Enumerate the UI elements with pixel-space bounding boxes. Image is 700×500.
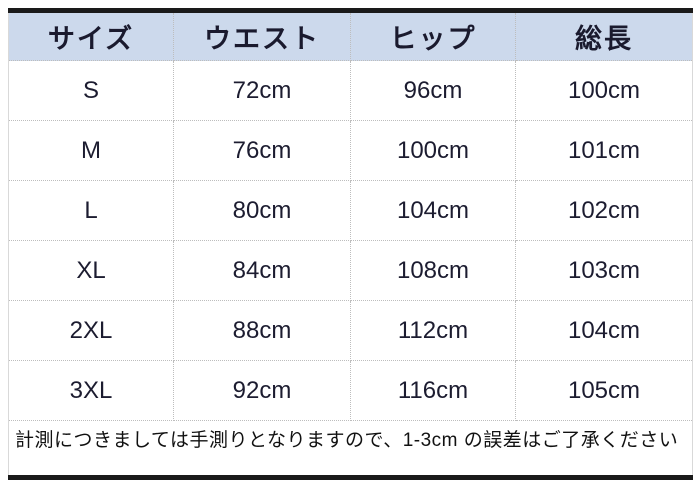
waist-cell: 72cm bbox=[173, 60, 351, 121]
hip-cell: 100cm bbox=[350, 120, 516, 181]
table-row-2xl: 2XL 88cm 112cm 104cm bbox=[8, 300, 693, 361]
length-cell: 103cm bbox=[515, 240, 693, 301]
waist-cell: 84cm bbox=[173, 240, 351, 301]
length-cell: 105cm bbox=[515, 360, 693, 421]
header-size: サイズ bbox=[8, 10, 174, 61]
hip-cell: 116cm bbox=[350, 360, 516, 421]
header-length: 総長 bbox=[515, 10, 693, 61]
table-header-row: サイズ ウエスト ヒップ 総長 bbox=[8, 10, 693, 61]
hip-cell: 104cm bbox=[350, 180, 516, 241]
table-row-l: L 80cm 104cm 102cm bbox=[8, 180, 693, 241]
waist-cell: 92cm bbox=[173, 360, 351, 421]
length-cell: 102cm bbox=[515, 180, 693, 241]
size-chart-table: サイズ ウエスト ヒップ 総長 S 72cm 96cm 100cm M 76cm… bbox=[8, 8, 693, 480]
header-hip: ヒップ bbox=[350, 10, 516, 61]
size-cell: 2XL bbox=[8, 300, 174, 361]
length-cell: 101cm bbox=[515, 120, 693, 181]
measurement-note-row: 計測につきましては手測りとなりますので、1-3cm の誤差はご了承ください bbox=[8, 420, 693, 478]
table-row-m: M 76cm 100cm 101cm bbox=[8, 120, 693, 181]
table-row-s: S 72cm 96cm 100cm bbox=[8, 60, 693, 121]
size-cell: XL bbox=[8, 240, 174, 301]
length-cell: 104cm bbox=[515, 300, 693, 361]
waist-cell: 80cm bbox=[173, 180, 351, 241]
header-waist: ウエスト bbox=[173, 10, 351, 61]
hip-cell: 96cm bbox=[350, 60, 516, 121]
waist-cell: 88cm bbox=[173, 300, 351, 361]
measurement-note: 計測につきましては手測りとなりますので、1-3cm の誤差はご了承ください bbox=[8, 420, 693, 478]
size-cell: S bbox=[8, 60, 174, 121]
hip-cell: 108cm bbox=[350, 240, 516, 301]
size-cell: L bbox=[8, 180, 174, 241]
size-cell: M bbox=[8, 120, 174, 181]
table-row-3xl: 3XL 92cm 116cm 105cm bbox=[8, 360, 693, 421]
size-cell: 3XL bbox=[8, 360, 174, 421]
length-cell: 100cm bbox=[515, 60, 693, 121]
hip-cell: 112cm bbox=[350, 300, 516, 361]
table-row-xl: XL 84cm 108cm 103cm bbox=[8, 240, 693, 301]
waist-cell: 76cm bbox=[173, 120, 351, 181]
